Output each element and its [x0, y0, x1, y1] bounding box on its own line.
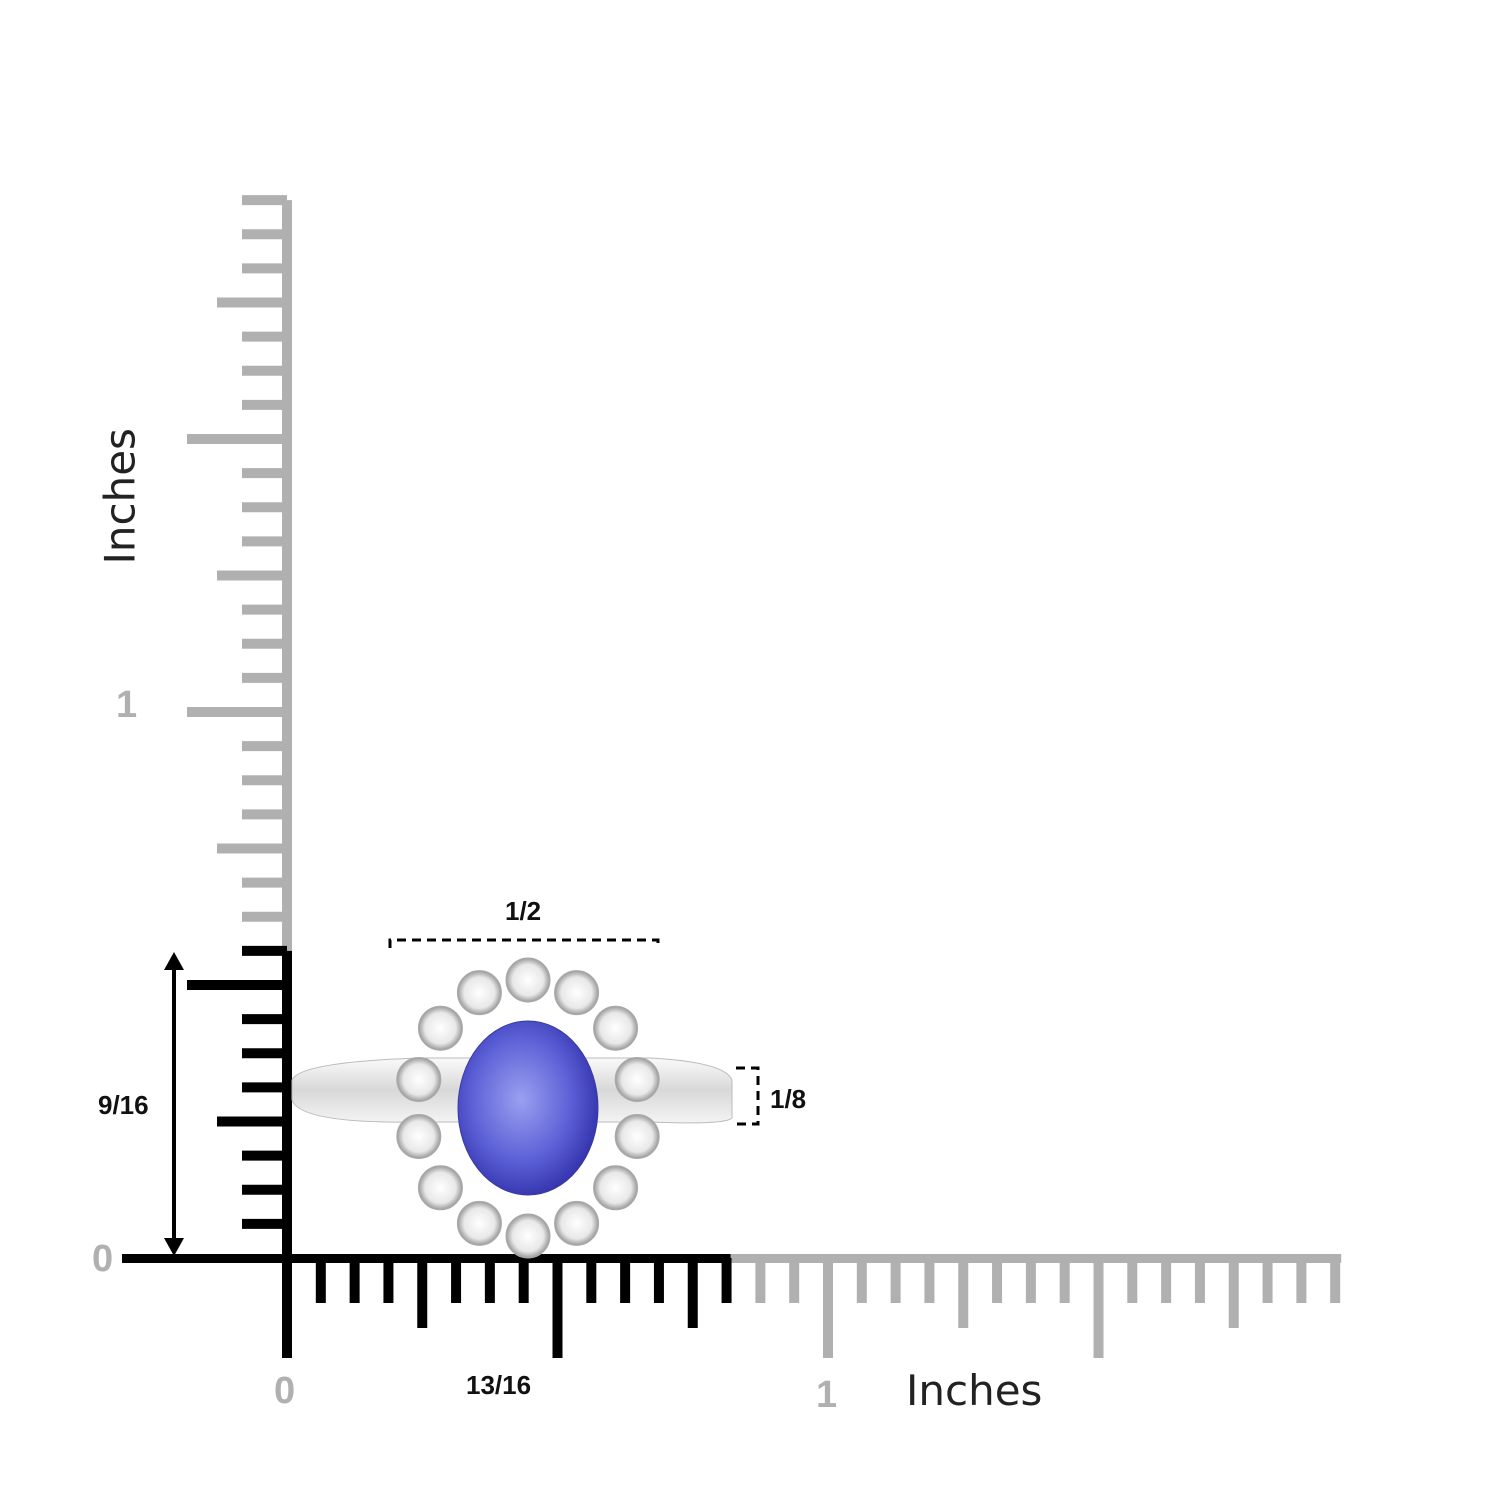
y-ruler-tick — [242, 1218, 287, 1229]
y-ruler-baseline-highlight — [282, 950, 292, 1258]
x-ruler-tick — [1296, 1258, 1307, 1303]
height-dimension-label: 9/16 — [98, 1090, 149, 1120]
x-ruler-tick — [823, 1258, 833, 1358]
y-ruler-tick — [242, 741, 287, 752]
x-ruler-tick — [1059, 1258, 1070, 1303]
x-tick-label-1: 1 — [816, 1374, 838, 1416]
x-ruler-tick — [653, 1258, 664, 1303]
x-axis-title: Inches — [906, 1366, 1043, 1415]
x-ruler-tick — [924, 1258, 935, 1303]
y-ruler-tick — [242, 399, 287, 410]
y-ruler-tick — [242, 365, 287, 376]
y-ruler-tick — [242, 536, 287, 547]
x-ruler-tick-origin — [282, 1254, 292, 1358]
y-ruler-tick — [217, 570, 287, 581]
x-ruler-tick — [687, 1258, 698, 1328]
center-stone-bracket — [388, 938, 660, 948]
y-ruler-tick — [242, 195, 287, 206]
x-ruler-tick — [1194, 1258, 1205, 1303]
halo-diamond — [456, 1200, 502, 1246]
x-ruler-tick — [1228, 1258, 1239, 1328]
x-ruler-tick — [620, 1258, 631, 1303]
y-ruler-tick — [187, 980, 287, 990]
halo-diamond — [505, 957, 551, 1003]
center-stone — [457, 1020, 599, 1196]
y-ruler-tick — [242, 1082, 287, 1093]
halo-diamond — [614, 1057, 660, 1103]
height-arrow-bottom — [164, 1238, 184, 1256]
x-ruler-tick — [451, 1258, 462, 1303]
y-tick-label-0: 0 — [92, 1238, 114, 1280]
halo-diamond — [396, 1113, 442, 1159]
halo-diamond — [554, 970, 600, 1016]
y-ruler-tick — [217, 297, 287, 308]
y-tick-label-1: 1 — [116, 684, 138, 726]
width-dimension-label: 13/16 — [466, 1370, 532, 1400]
y-ruler-tick — [242, 809, 287, 820]
y-ruler-tick — [187, 707, 287, 717]
y-ruler-tick — [217, 843, 287, 854]
x-ruler-tick — [552, 1258, 563, 1358]
y-ruler-tick — [217, 1116, 287, 1127]
x-ruler-tick — [349, 1258, 360, 1303]
x-ruler-tick — [417, 1258, 428, 1328]
y-ruler-tick — [242, 638, 287, 649]
x-ruler-tick — [315, 1258, 326, 1303]
x-ruler-tick — [484, 1258, 495, 1303]
halo-diamonds — [396, 957, 660, 1259]
x-ruler-tick — [958, 1258, 969, 1328]
y-ruler-tick — [242, 945, 287, 956]
x-ruler-tick — [1127, 1258, 1138, 1303]
x-ruler-tick — [383, 1258, 394, 1303]
x-ruler-tick — [890, 1258, 901, 1303]
x-ruler-tick — [1093, 1258, 1104, 1358]
y-ruler-tick — [242, 1184, 287, 1195]
band-width-dimension-label: 1/8 — [770, 1084, 807, 1114]
halo-diamond — [614, 1113, 660, 1159]
y-axis-title: Inches — [95, 428, 145, 565]
center-stone-dimension-label: 1/2 — [505, 896, 542, 926]
band-width-bracket — [736, 1066, 760, 1126]
y-ruler-tick — [242, 604, 287, 615]
y-ruler-tick — [242, 775, 287, 786]
x-ruler-tick — [1330, 1258, 1341, 1303]
halo-diamond — [417, 1165, 463, 1211]
y-ruler-tick — [242, 1014, 287, 1025]
x-ruler-tick — [856, 1258, 867, 1303]
y-ruler-tick — [187, 434, 287, 444]
y-ruler-tick — [242, 468, 287, 479]
y-ruler-tick — [242, 911, 287, 922]
y-ruler-tick — [242, 229, 287, 240]
halo-diamond — [417, 1005, 463, 1051]
x-ruler-tick — [518, 1258, 529, 1303]
x-ruler-tick — [721, 1258, 732, 1303]
x-ruler-tick — [992, 1258, 1003, 1303]
halo-diamond — [505, 1213, 551, 1259]
height-arrow-top — [164, 952, 184, 970]
x-ruler-tick — [1025, 1258, 1036, 1303]
y-ruler-tick — [242, 877, 287, 888]
halo-diamond — [456, 970, 502, 1016]
x-ruler-tick — [755, 1258, 766, 1303]
halo-diamond — [396, 1057, 442, 1103]
x-ruler-tick — [1262, 1258, 1273, 1303]
halo-diamond — [593, 1005, 639, 1051]
halo-diamond — [593, 1165, 639, 1211]
x-ruler-tick — [789, 1258, 800, 1303]
height-arrow-shaft — [172, 962, 176, 1250]
x-ruler-tick — [586, 1258, 597, 1303]
y-ruler-tick — [242, 1048, 287, 1059]
y-ruler-tick — [242, 672, 287, 683]
x-ruler-tick — [1161, 1258, 1172, 1303]
halo-diamond — [554, 1200, 600, 1246]
y-ruler-tick — [242, 1150, 287, 1161]
y-ruler-tick — [242, 502, 287, 513]
y-ruler-tick — [242, 263, 287, 274]
y-ruler-tick — [242, 331, 287, 342]
x-tick-label-0: 0 — [274, 1370, 296, 1412]
